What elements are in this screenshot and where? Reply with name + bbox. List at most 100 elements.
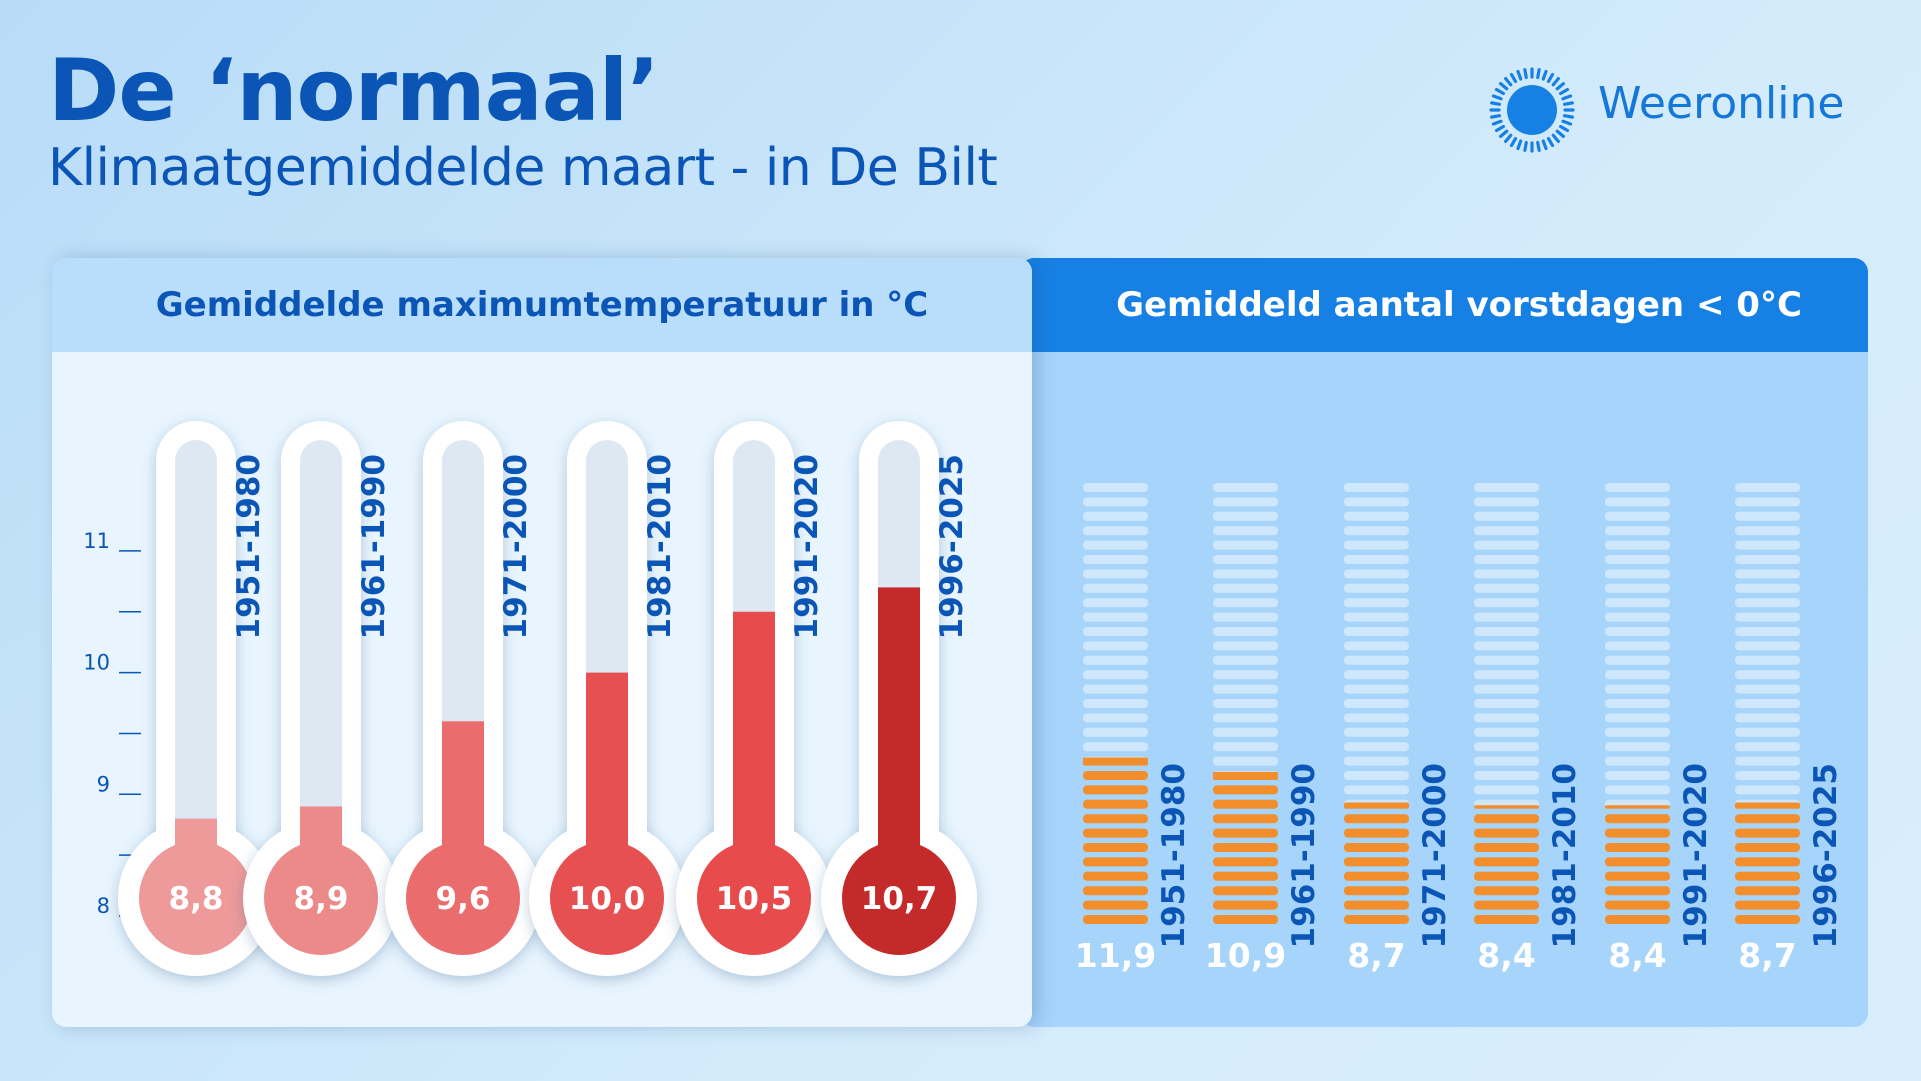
sun-ray (1561, 94, 1573, 101)
sun-ray (1491, 94, 1503, 101)
day-slot (1605, 641, 1670, 651)
period-label: 1981-2010 (642, 454, 678, 639)
day-slot (1344, 511, 1409, 521)
day-slot (1605, 483, 1670, 492)
day-slot (1344, 555, 1409, 564)
day-slot (1344, 756, 1409, 766)
day-slot (1213, 742, 1278, 752)
day-slot (1605, 670, 1670, 680)
day-slot (1735, 598, 1800, 608)
day-slot (1474, 540, 1539, 550)
day-slot (1344, 598, 1409, 608)
temperature-value-label: 10,7 (861, 881, 938, 917)
day-slot (1344, 583, 1409, 593)
frost-day-column: 8,4 1981-2010 (1474, 483, 1583, 975)
day-slot (1474, 843, 1539, 852)
day-slot (1735, 555, 1800, 564)
day-slot (1083, 799, 1148, 809)
day-slot (1474, 771, 1539, 780)
day-slot (1735, 511, 1800, 521)
day-slot (1213, 713, 1278, 723)
day-slot (1735, 641, 1800, 651)
day-slot (1735, 540, 1800, 550)
sun-ray (1555, 129, 1566, 138)
day-slot (1605, 756, 1670, 766)
day-slot (1474, 727, 1539, 737)
sun-ray (1504, 133, 1513, 144)
sun-ray (1561, 119, 1573, 126)
day-slot (1474, 526, 1539, 536)
day-slot (1213, 843, 1278, 852)
day-slot (1083, 569, 1148, 579)
day-slot (1213, 915, 1278, 924)
day-slot (1083, 511, 1148, 521)
day-slot (1344, 627, 1409, 636)
day-slot (1083, 699, 1148, 708)
sun-ray (1562, 101, 1574, 106)
day-slot (1474, 915, 1539, 924)
day-slot (1735, 583, 1800, 593)
frost-value-label: 8,4 (1477, 936, 1535, 975)
day-slot (1213, 569, 1278, 579)
day-slot (1474, 641, 1539, 651)
day-slot (1083, 655, 1148, 665)
thermometer: 10,0 1981-2010 (529, 421, 685, 976)
sun-ray (1494, 124, 1506, 133)
day-slot (1344, 727, 1409, 737)
day-slot (1344, 655, 1409, 665)
day-slot (1344, 569, 1409, 579)
day-slot (1735, 526, 1800, 536)
thermometer-tube (300, 440, 342, 920)
day-slot (1735, 655, 1800, 665)
day-slot (1605, 655, 1670, 665)
day-slot (1083, 886, 1148, 896)
day-slot (1083, 627, 1148, 636)
day-slot (1083, 713, 1148, 723)
day-slot-partial (1605, 805, 1670, 809)
sun-ray (1558, 87, 1570, 96)
day-slot (1605, 555, 1670, 564)
day-slot (1605, 857, 1670, 867)
day-slot (1474, 699, 1539, 708)
day-slot (1735, 569, 1800, 579)
day-slot (1474, 857, 1539, 867)
day-slot (1083, 598, 1148, 608)
day-slot (1474, 886, 1539, 896)
day-slot (1083, 785, 1148, 795)
period-label: 1971-2000 (498, 454, 534, 639)
day-slot (1344, 886, 1409, 896)
frost-value-label: 10,9 (1205, 936, 1286, 975)
day-slot (1605, 627, 1670, 636)
day-slot (1213, 511, 1278, 521)
temperature-value-label: 10,5 (716, 881, 793, 917)
thermometer-bulb (550, 841, 664, 955)
day-slot (1735, 814, 1800, 824)
day-slot (1213, 684, 1278, 694)
day-slot-partial (1344, 802, 1409, 809)
day-slot (1605, 569, 1670, 579)
day-slot (1735, 627, 1800, 636)
day-slot (1344, 843, 1409, 852)
period-label: 1996-2025 (934, 454, 970, 639)
temperature-value-label: 8,9 (294, 881, 349, 917)
day-slot (1735, 871, 1800, 881)
day-slot (1605, 511, 1670, 521)
day-slot (1735, 843, 1800, 852)
sun-ray (1562, 114, 1574, 119)
day-slot (1735, 756, 1800, 766)
day-slot (1344, 699, 1409, 708)
day-slot (1344, 915, 1409, 924)
day-slot (1605, 540, 1670, 550)
frost-days-panel: Gemiddeld aantal vorstdagen < 0°C 11,9 19… (1020, 258, 1868, 1027)
day-slot (1474, 598, 1539, 608)
day-slot (1474, 612, 1539, 622)
day-slot (1213, 857, 1278, 867)
frost-value-label: 11,9 (1075, 936, 1156, 975)
day-slot (1083, 540, 1148, 550)
day-slot (1344, 828, 1409, 838)
day-slot (1083, 915, 1148, 924)
frost-day-column: 8,4 1991-2020 (1605, 483, 1714, 975)
period-label: 1971-2000 (1417, 763, 1453, 948)
day-slot (1213, 655, 1278, 665)
